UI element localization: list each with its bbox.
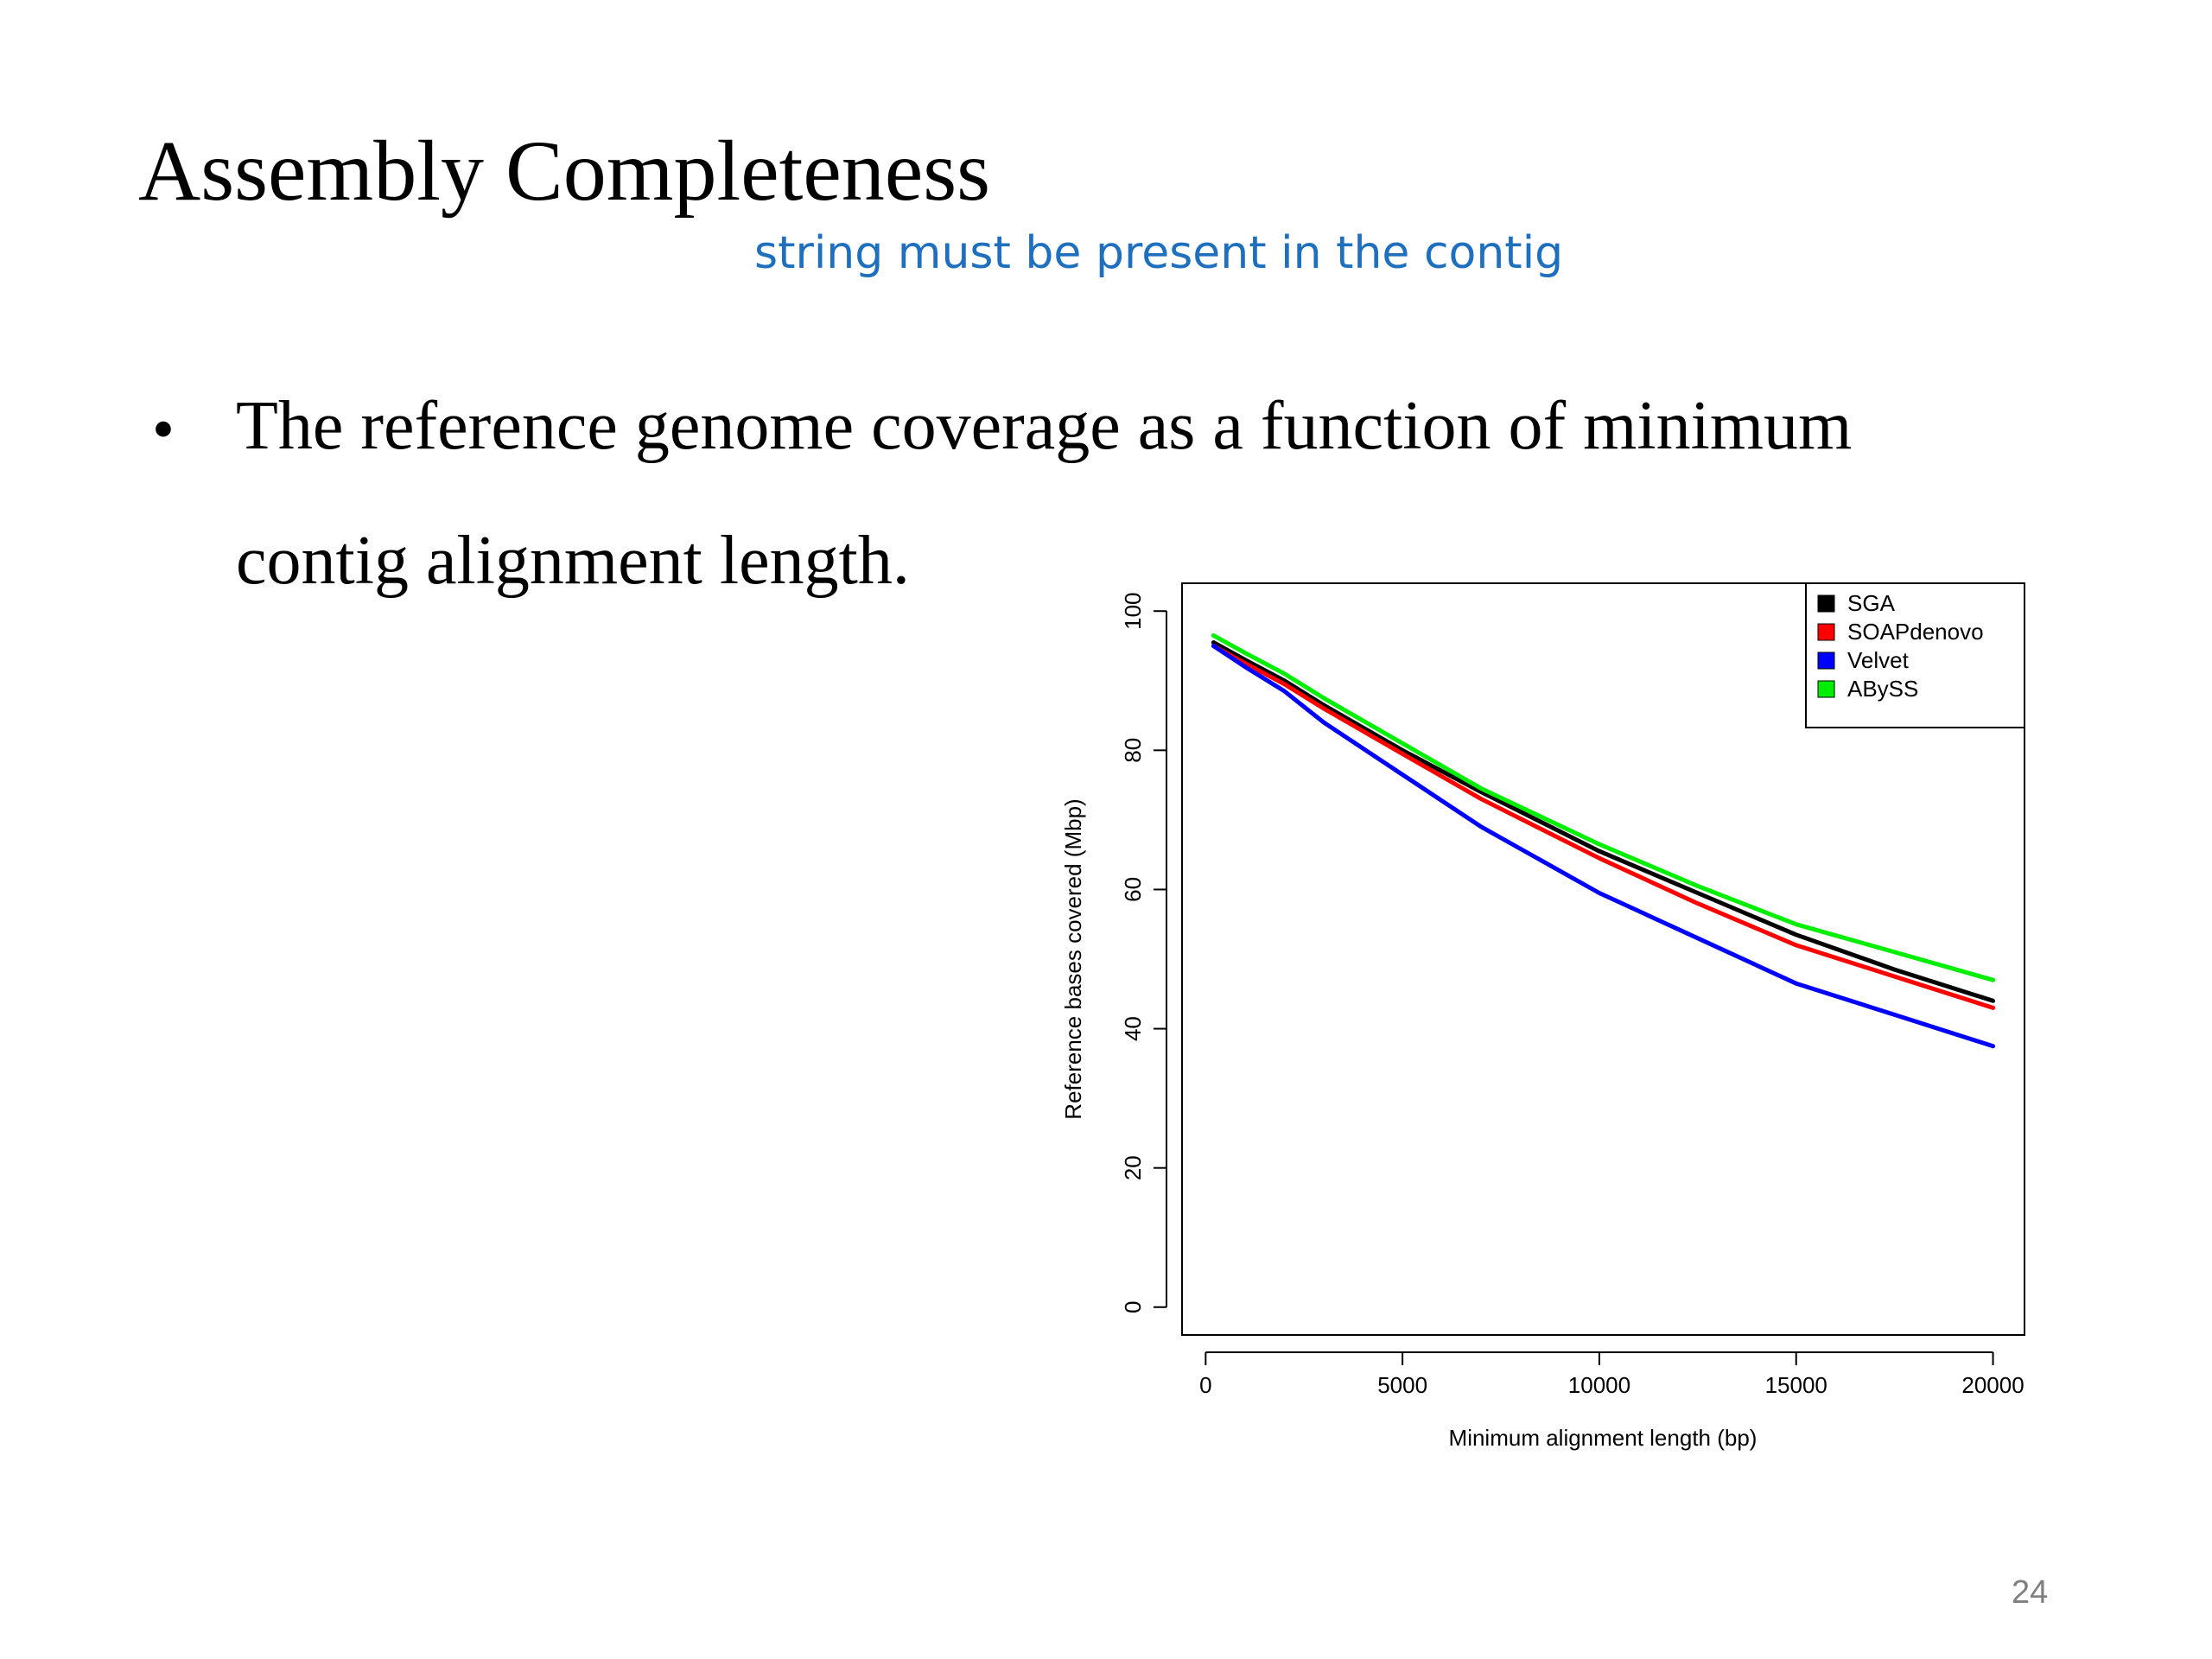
y-axis-title: Reference bases covered (Mbp): [1060, 798, 1086, 1119]
y-tick-label: 20: [1120, 1155, 1146, 1180]
slide-title: Assembly Completeness: [138, 123, 991, 219]
y-tick-label: 80: [1120, 738, 1146, 763]
x-tick-label: 5000: [1377, 1372, 1427, 1398]
x-axis: 0 5000 10000 15000 20000: [1199, 1351, 2024, 1398]
bullet-text-line-1: The reference genome coverage as a funct…: [236, 388, 1853, 464]
series-group: [1211, 632, 1996, 1049]
series-line-velvet: [1211, 644, 1996, 1049]
plot-frame: [1181, 582, 2025, 1336]
legend-box: [1805, 582, 2025, 728]
x-tick-label: 15000: [1765, 1372, 1827, 1398]
series-line-soapdenovo: [1211, 644, 1996, 1010]
bullet-text-line-2: contig alignment length.: [236, 523, 910, 599]
coverage-line-chart: 0 5000 10000 15000 20000 0 20 40 60 80 100 Minimu…: [1060, 582, 2025, 1451]
y-axis: 0 20 40 60 80 100: [1120, 593, 1167, 1313]
y-tick-label: 100: [1120, 593, 1146, 630]
x-tick-label: 20000: [1961, 1372, 2024, 1398]
legend-swatch: [1817, 594, 1835, 613]
bullet-dot: •: [152, 394, 175, 465]
legend-swatch: [1817, 680, 1835, 698]
legend-label: Velvet: [1847, 647, 1910, 673]
page-number: 24: [2012, 1574, 2049, 1611]
legend-label: ABySS: [1847, 676, 1918, 702]
x-axis-title: Minimum alignment length (bp): [1449, 1425, 1758, 1451]
series-line-abyss: [1211, 632, 1996, 982]
legend-label: SOAPdenovo: [1847, 619, 1984, 645]
x-tick-label: 0: [1199, 1372, 1211, 1398]
y-tick-label: 0: [1120, 1301, 1146, 1313]
legend-swatch: [1817, 652, 1835, 670]
legend-label: SGA: [1847, 590, 1896, 616]
y-tick-label: 60: [1120, 877, 1146, 902]
series-line-sga: [1211, 640, 1996, 1003]
x-tick-label: 10000: [1568, 1372, 1630, 1398]
y-tick-label: 40: [1120, 1016, 1146, 1041]
legend-swatch: [1817, 623, 1835, 641]
annotation-text: string must be present in the contig: [754, 227, 1564, 279]
